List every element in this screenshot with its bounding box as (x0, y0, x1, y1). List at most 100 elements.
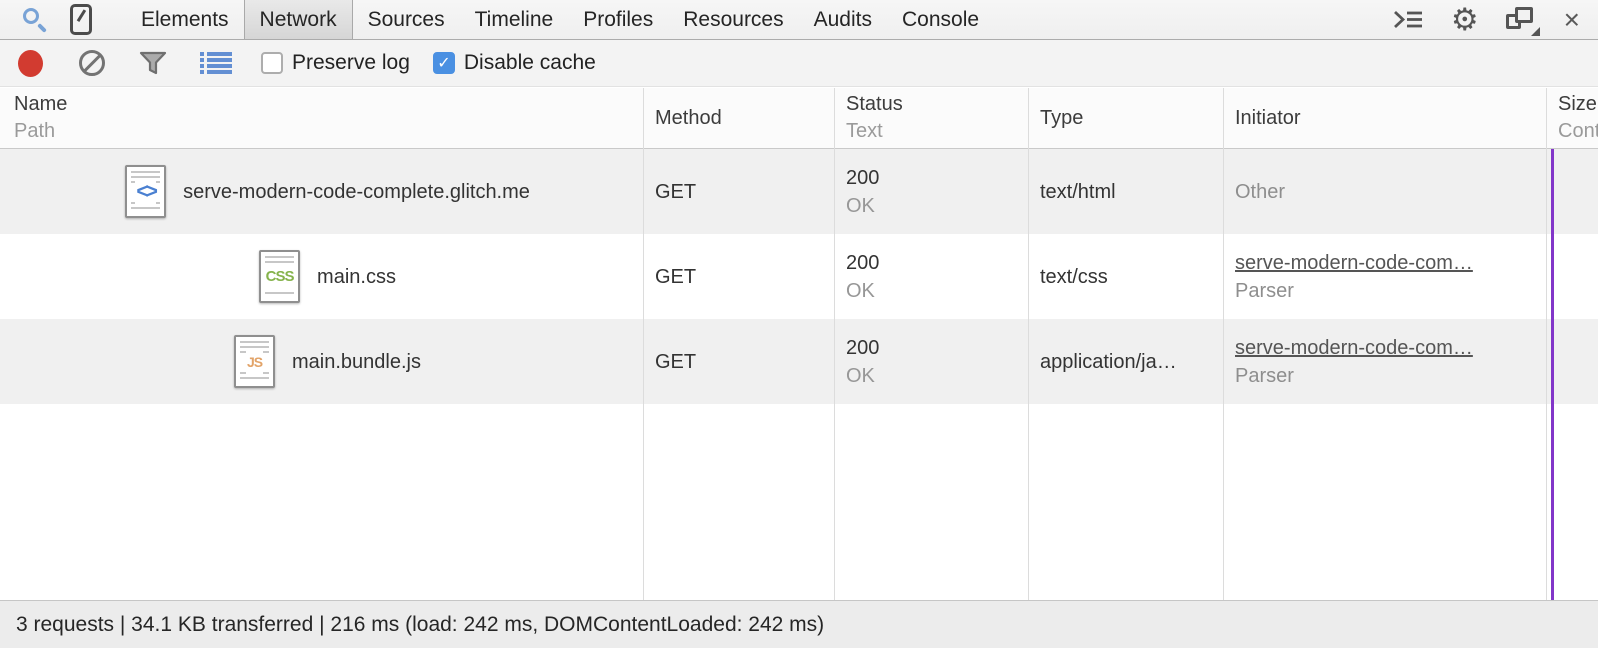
column-title: Type (1040, 106, 1084, 129)
settings-gear-icon[interactable]: ⚙ (1450, 2, 1479, 37)
tabbar-right-controls: ⚙ × (1392, 0, 1580, 39)
tab-audits[interactable]: Audits (799, 0, 887, 39)
filter-icon[interactable] (138, 50, 168, 76)
initiator-link: Other (1235, 180, 1286, 203)
tab-label: Audits (813, 7, 872, 31)
search-icon[interactable] (20, 5, 50, 35)
column-divider[interactable] (1223, 88, 1224, 600)
requests-table: Name Path Method Status Text Type Initia… (0, 88, 1598, 600)
type-cell: text/css (1028, 234, 1223, 319)
tab-label: Resources (683, 7, 784, 31)
file-type-icon: CSS (259, 250, 301, 303)
initiator-cell: serve-modern-code-com… Parser (1223, 234, 1546, 319)
network-summary-bar: 3 requests | 34.1 KB transferred | 216 m… (0, 600, 1598, 648)
tab-console[interactable]: Console (887, 0, 994, 39)
table-header-row: Name Path Method Status Text Type Initia… (0, 88, 1598, 149)
status-text: OK (846, 279, 875, 302)
column-header-type[interactable]: Type (1028, 88, 1223, 148)
file-type-icon: JS (234, 335, 276, 388)
tab-sources[interactable]: Sources (353, 0, 460, 39)
checkbox-label: Preserve log (292, 51, 410, 74)
request-method: GET (655, 265, 697, 288)
checkbox-label: Disable cache (463, 51, 596, 74)
status-code: 200 (846, 166, 880, 189)
status-text: OK (846, 364, 875, 387)
dock-side-icon[interactable] (1505, 7, 1540, 36)
panel-tabs: Elements Network Sources Timeline Profil… (126, 0, 994, 39)
column-title: Initiator (1235, 106, 1301, 129)
method-cell: GET (643, 149, 834, 234)
table-row[interactable]: JS main.bundle.js GET 200 OK application… (0, 319, 1598, 404)
column-header-method[interactable]: Method (643, 88, 834, 148)
name-cell: CSS main.css (0, 234, 643, 319)
type-cell: text/html (1028, 149, 1223, 234)
column-divider[interactable] (834, 88, 835, 600)
column-divider[interactable] (1028, 88, 1029, 600)
column-header-name[interactable]: Name Path (0, 88, 643, 148)
initiator-type: Parser (1235, 364, 1294, 387)
initiator-link[interactable]: serve-modern-code-com… (1235, 251, 1473, 274)
column-subtitle: Text (846, 120, 883, 142)
tab-elements[interactable]: Elements (126, 0, 244, 39)
file-icon-glyph: CSS (264, 262, 295, 291)
status-text: OK (846, 194, 875, 217)
close-icon[interactable]: × (1563, 3, 1580, 35)
checkbox-box: ✓ (432, 52, 455, 74)
initiator-cell: serve-modern-code-com… Parser (1223, 319, 1546, 404)
request-type: application/ja… (1040, 350, 1177, 373)
name-cell: <> serve-modern-code-complete.glitch.me (0, 149, 643, 234)
load-event-marker (1551, 149, 1554, 600)
status-code: 200 (846, 251, 880, 274)
tab-network[interactable]: Network (243, 0, 353, 39)
status-cell: 200 OK (834, 319, 1028, 404)
checkbox-box (261, 52, 283, 74)
summary-text: 3 requests | 34.1 KB transferred | 216 m… (16, 612, 825, 636)
column-subtitle: Path (14, 120, 56, 142)
initiator-type: Parser (1235, 279, 1294, 302)
column-header-initiator[interactable]: Initiator (1223, 88, 1546, 148)
request-method: GET (655, 180, 697, 203)
console-drawer-icon[interactable] (1392, 8, 1424, 31)
clear-requests-icon[interactable] (79, 50, 105, 76)
method-cell: GET (643, 234, 834, 319)
column-title: Name (14, 93, 68, 115)
request-type: text/css (1040, 265, 1108, 288)
status-cell: 200 OK (834, 149, 1028, 234)
initiator-link[interactable]: serve-modern-code-com… (1235, 336, 1473, 359)
record-button[interactable] (18, 49, 43, 77)
column-title: Status (846, 93, 903, 115)
type-cell: application/ja… (1028, 319, 1223, 404)
table-body: <> serve-modern-code-complete.glitch.me … (0, 149, 1598, 404)
tab-label: Timeline (474, 7, 554, 31)
file-type-icon: <> (125, 165, 167, 218)
status-cell: 200 OK (834, 234, 1028, 319)
network-toolbar: Preserve log ✓ Disable cache (0, 40, 1598, 87)
column-header-size[interactable]: Size Cont (1546, 88, 1598, 148)
method-cell: GET (643, 319, 834, 404)
column-title: Size (1558, 93, 1597, 115)
tab-profiles[interactable]: Profiles (568, 0, 668, 39)
column-header-status[interactable]: Status Text (834, 88, 1028, 148)
column-title: Method (655, 106, 722, 129)
tab-label: Network (259, 7, 337, 31)
device-mode-icon[interactable] (70, 4, 92, 35)
request-name: serve-modern-code-complete.glitch.me (183, 180, 530, 203)
tab-label: Console (902, 7, 980, 31)
devtools-tabbar: Elements Network Sources Timeline Profil… (0, 0, 1598, 40)
table-row[interactable]: <> serve-modern-code-complete.glitch.me … (0, 149, 1598, 234)
preserve-log-checkbox[interactable]: Preserve log (261, 51, 410, 75)
disable-cache-checkbox[interactable]: ✓ Disable cache (432, 51, 596, 75)
column-divider[interactable] (1546, 88, 1547, 600)
tab-timeline[interactable]: Timeline (460, 0, 569, 39)
table-row[interactable]: CSS main.css GET 200 OK text/css serve-m… (0, 234, 1598, 319)
resource-rows-size-icon[interactable] (200, 51, 232, 75)
tab-resources[interactable]: Resources (668, 0, 798, 39)
column-divider[interactable] (643, 88, 644, 600)
request-name: main.bundle.js (292, 350, 421, 373)
tab-label: Sources (367, 7, 445, 31)
tab-label: Elements (141, 7, 229, 31)
column-subtitle: Cont (1558, 120, 1598, 142)
status-code: 200 (846, 336, 880, 359)
request-type: text/html (1040, 180, 1116, 203)
